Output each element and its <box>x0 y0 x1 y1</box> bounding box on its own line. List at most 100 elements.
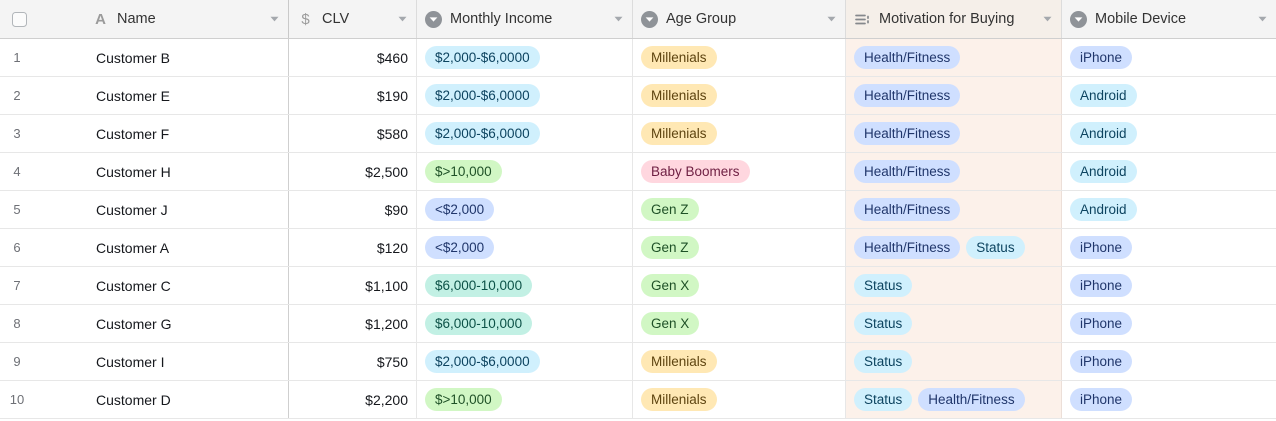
motivation-cell[interactable]: Health/Fitness <box>846 77 1062 114</box>
table-body: 1 Customer B $460 $2,000-$6,0000 Milleni… <box>0 39 1276 419</box>
column-header-label: Monthly Income <box>450 11 553 27</box>
clv-value: $750 <box>376 353 408 370</box>
name-cell[interactable]: 7 Customer C <box>0 267 289 304</box>
table-row[interactable]: 3 Customer F $580 $2,000-$6,0000 Milleni… <box>0 115 1276 153</box>
mobile-device-cell[interactable]: Android <box>1062 153 1276 190</box>
select-pill: Health/Fitness <box>854 122 961 145</box>
monthly-income-cell[interactable]: <$2,000 <box>417 229 633 266</box>
table-row[interactable]: 10 Customer D $2,200 $>10,000 Millenials… <box>0 381 1276 419</box>
age-group-cell[interactable]: Gen X <box>633 305 846 342</box>
column-header-name[interactable]: A Name <box>0 0 289 38</box>
mobile-device-cell[interactable]: Android <box>1062 77 1276 114</box>
age-group-cell[interactable]: Millenials <box>633 115 846 152</box>
mobile-device-cell[interactable]: iPhone <box>1062 305 1276 342</box>
mobile-device-cell[interactable]: iPhone <box>1062 343 1276 380</box>
select-all-checkbox[interactable] <box>12 11 27 27</box>
column-header-motivation[interactable]: Motivation for Buying <box>846 0 1062 38</box>
name-cell[interactable]: 6 Customer A <box>0 229 289 266</box>
select-pill: Status <box>854 350 913 373</box>
clv-value: $1,200 <box>365 315 408 332</box>
chevron-down-icon[interactable] <box>270 16 279 22</box>
clv-cell[interactable]: $90 <box>289 191 417 228</box>
chevron-down-icon[interactable] <box>827 16 836 22</box>
age-group-cell[interactable]: Baby Boomers <box>633 153 846 190</box>
chevron-down-icon[interactable] <box>1043 16 1052 22</box>
age-group-cell[interactable]: Gen Z <box>633 191 846 228</box>
chevron-down-icon[interactable] <box>1258 16 1267 22</box>
monthly-income-cell[interactable]: $2,000-$6,0000 <box>417 115 633 152</box>
clv-cell[interactable]: $750 <box>289 343 417 380</box>
table-row[interactable]: 5 Customer J $90 <$2,000 Gen Z Health/Fi… <box>0 191 1276 229</box>
mobile-device-cell[interactable]: iPhone <box>1062 39 1276 76</box>
clv-cell[interactable]: $2,200 <box>289 381 417 418</box>
motivation-cell[interactable]: Status <box>846 267 1062 304</box>
monthly-income-cell[interactable]: <$2,000 <box>417 191 633 228</box>
name-cell[interactable]: 3 Customer F <box>0 115 289 152</box>
monthly-income-cell[interactable]: $2,000-$6,0000 <box>417 77 633 114</box>
column-header-clv[interactable]: $ CLV <box>289 0 417 38</box>
select-pill: Health/Fitness <box>854 236 961 259</box>
motivation-cell[interactable]: Health/Fitness <box>846 153 1062 190</box>
select-pill: Health/Fitness <box>854 84 961 107</box>
select-pill: Status <box>854 388 913 411</box>
column-header-age[interactable]: Age Group <box>633 0 846 38</box>
row-number: 8 <box>13 316 21 331</box>
motivation-cell[interactable]: Health/Fitness Status <box>846 229 1062 266</box>
table-row[interactable]: 7 Customer C $1,100 $6,000-10,000 Gen X … <box>0 267 1276 305</box>
monthly-income-cell[interactable]: $2,000-$6,0000 <box>417 343 633 380</box>
table-row[interactable]: 4 Customer H $2,500 $>10,000 Baby Boomer… <box>0 153 1276 191</box>
name-cell[interactable]: 2 Customer E <box>0 77 289 114</box>
motivation-cell[interactable]: Health/Fitness <box>846 191 1062 228</box>
monthly-income-cell[interactable]: $>10,000 <box>417 381 633 418</box>
name-cell[interactable]: 4 Customer H <box>0 153 289 190</box>
select-pill: iPhone <box>1070 274 1133 297</box>
header-gutter <box>0 11 84 27</box>
clv-cell[interactable]: $460 <box>289 39 417 76</box>
single-select-field-icon <box>1070 10 1087 28</box>
clv-cell[interactable]: $1,200 <box>289 305 417 342</box>
chevron-down-icon[interactable] <box>398 16 407 22</box>
table-row[interactable]: 2 Customer E $190 $2,000-$6,0000 Milleni… <box>0 77 1276 115</box>
monthly-income-cell[interactable]: $6,000-10,000 <box>417 305 633 342</box>
age-group-cell[interactable]: Millenials <box>633 381 846 418</box>
age-group-cell[interactable]: Gen X <box>633 267 846 304</box>
mobile-device-cell[interactable]: iPhone <box>1062 229 1276 266</box>
table-row[interactable]: 9 Customer I $750 $2,000-$6,0000 Milleni… <box>0 343 1276 381</box>
motivation-cell[interactable]: Health/Fitness <box>846 115 1062 152</box>
motivation-cell[interactable]: Health/Fitness <box>846 39 1062 76</box>
age-group-cell[interactable]: Millenials <box>633 77 846 114</box>
age-group-cell[interactable]: Millenials <box>633 39 846 76</box>
clv-cell[interactable]: $580 <box>289 115 417 152</box>
motivation-cell[interactable]: Status <box>846 343 1062 380</box>
motivation-cell[interactable]: Status <box>846 305 1062 342</box>
name-cell[interactable]: 9 Customer I <box>0 343 289 380</box>
name-cell[interactable]: 5 Customer J <box>0 191 289 228</box>
name-cell[interactable]: 8 Customer G <box>0 305 289 342</box>
monthly-income-cell[interactable]: $2,000-$6,0000 <box>417 39 633 76</box>
mobile-device-cell[interactable]: iPhone <box>1062 267 1276 304</box>
name-cell[interactable]: 1 Customer B <box>0 39 289 76</box>
customer-name: Customer A <box>96 239 170 256</box>
table-row[interactable]: 1 Customer B $460 $2,000-$6,0000 Milleni… <box>0 39 1276 77</box>
select-pill: Android <box>1070 84 1137 107</box>
monthly-income-cell[interactable]: $>10,000 <box>417 153 633 190</box>
mobile-device-cell[interactable]: iPhone <box>1062 381 1276 418</box>
name-cell[interactable]: 10 Customer D <box>0 381 289 418</box>
column-header-device[interactable]: Mobile Device <box>1062 0 1276 38</box>
clv-cell[interactable]: $2,500 <box>289 153 417 190</box>
chevron-down-icon[interactable] <box>614 16 623 22</box>
table-row[interactable]: 8 Customer G $1,200 $6,000-10,000 Gen X … <box>0 305 1276 343</box>
motivation-cell[interactable]: Status Health/Fitness <box>846 381 1062 418</box>
customer-name: Customer F <box>96 125 170 142</box>
age-group-cell[interactable]: Gen Z <box>633 229 846 266</box>
clv-cell[interactable]: $120 <box>289 229 417 266</box>
mobile-device-cell[interactable]: Android <box>1062 115 1276 152</box>
table-row[interactable]: 6 Customer A $120 <$2,000 Gen Z Health/F… <box>0 229 1276 267</box>
age-group-cell[interactable]: Millenials <box>633 343 846 380</box>
monthly-income-cell[interactable]: $6,000-10,000 <box>417 267 633 304</box>
clv-cell[interactable]: $190 <box>289 77 417 114</box>
column-header-label: CLV <box>322 11 350 27</box>
mobile-device-cell[interactable]: Android <box>1062 191 1276 228</box>
column-header-income[interactable]: Monthly Income <box>417 0 633 38</box>
clv-cell[interactable]: $1,100 <box>289 267 417 304</box>
